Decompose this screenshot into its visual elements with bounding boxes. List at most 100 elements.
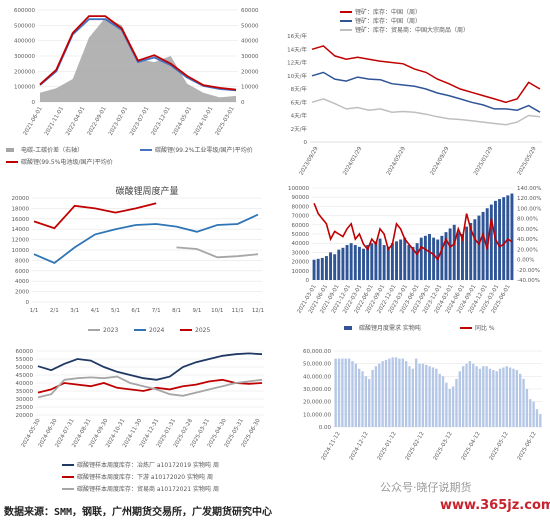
x-tick-label: 8/1 [172, 308, 181, 314]
y-tick-label: 10000 [12, 248, 30, 254]
y-tick-label: 0 [306, 278, 310, 284]
y2-tick-label: 40.00% [517, 237, 538, 243]
y-tick-label: 60000 [292, 223, 310, 229]
y-tick-label: 4000 [15, 279, 29, 285]
y-tick-label: 0.00 [319, 425, 332, 431]
bar-demand [316, 258, 320, 280]
y-tick-label: 60000 [16, 349, 34, 355]
y-tick-label: 45000 [16, 373, 34, 379]
y-tick-label: 300000 [14, 54, 35, 60]
y-tick-label: 0 [304, 140, 308, 146]
bar-demand [510, 193, 514, 280]
bar-demand [345, 245, 349, 280]
y-tick-label: 100000 [288, 186, 309, 192]
bar-demand [395, 241, 398, 280]
y-tick-label: 18000 [12, 206, 30, 212]
bar-demand [337, 249, 341, 280]
bar-inventory [525, 389, 529, 427]
bar-inventory [508, 367, 512, 427]
bar-inventory [425, 364, 428, 427]
y-tick-label: 10000 [292, 269, 310, 275]
bar-demand [329, 252, 333, 280]
legend-label: 碳酸锂(99.2%工业零级/国产)平均价 [155, 146, 253, 154]
x-tick-label: 2023-02-01 [108, 106, 129, 137]
x-tick-label: 2021-06-01 [23, 106, 44, 137]
y2-tick-label: 10000 [241, 85, 259, 91]
y-tick-label: 8000 [15, 258, 29, 264]
x-tick-label: 5/1 [111, 308, 120, 314]
bar-demand [506, 195, 510, 280]
bar-inventory [347, 358, 351, 427]
y2-tick-label: 140.00% [517, 186, 541, 192]
y-tick-label: 12000 [12, 238, 30, 244]
legend-swatch [6, 148, 14, 152]
bar-demand [382, 245, 386, 280]
bar-inventory [519, 373, 522, 427]
x-tick-label: 2024/01/29 [342, 146, 363, 177]
series-line-2 [37, 375, 263, 399]
bar-inventory [522, 378, 525, 427]
bar-demand [370, 243, 374, 280]
bar-inventory [344, 358, 347, 427]
chart-title: 碳酸锂周度产量 [115, 185, 178, 197]
y2-tick-label: 0 [241, 100, 245, 106]
bar-demand [378, 238, 382, 280]
y2-tick-label: 120.00% [517, 196, 541, 202]
y-tick-label: 80000 [292, 204, 310, 210]
bar-demand [448, 228, 452, 280]
bar-inventory [529, 399, 532, 427]
y-tick-label: 600000 [14, 8, 35, 14]
y-tick-label: 20000 [16, 413, 34, 419]
y-tick-label: 30000 [292, 250, 310, 256]
bar-inventory [431, 367, 435, 427]
y2-tick-label: 40000 [241, 39, 259, 45]
x-tick-label: 2024-11-12 [321, 431, 342, 462]
bar-demand [366, 245, 370, 280]
series-line-0 [37, 352, 263, 381]
legend-label: 碳酸锂月度需求 实物吨 [359, 324, 421, 332]
bar-demand [489, 204, 493, 280]
bar-inventory [512, 368, 515, 427]
bar-demand [498, 199, 502, 280]
bar-inventory [401, 358, 404, 427]
x-tick-label: 9/1 [192, 308, 201, 314]
chart-sample-inventory-svg: 20000 25000 30000 35000 40000 45000 50000 55000… [16, 349, 264, 493]
bar-inventory [475, 366, 478, 427]
bar-inventory [458, 371, 461, 427]
bar-inventory [448, 389, 451, 427]
x-tick-label: 2025/01/29 [473, 146, 494, 177]
bar-inventory [374, 366, 378, 427]
series-line-yoy [313, 203, 513, 262]
bar-inventory [388, 358, 391, 427]
legend-label: 碳酸锂样本周度库存：贸易商 a10172021 实物吨 周 [77, 485, 219, 493]
x-tick-label: 2022-09-01 [87, 106, 108, 137]
chart-total-inventory-svg: 0.00 10,000.00 20,000.00 30,000.00 40,000.00… [303, 349, 542, 462]
bar-inventory [341, 358, 344, 427]
y-tick-label: 16000 [12, 217, 30, 223]
bar-inventory [455, 378, 458, 427]
x-tick-label: 12/1 [252, 308, 264, 314]
bar-inventory [368, 378, 371, 427]
bar-inventory [485, 366, 488, 427]
bar-demand [333, 254, 337, 280]
bar-inventory [378, 363, 381, 427]
bar-inventory [461, 366, 465, 427]
bar-demand [423, 235, 427, 280]
bar-demand [444, 232, 448, 280]
bar-inventory [357, 368, 361, 427]
x-tick-label: 2024/09/29 [429, 146, 450, 177]
x-tick-label: 4/1 [91, 308, 100, 314]
y-tick-label: 90000 [292, 195, 310, 201]
series-line-1 [311, 71, 541, 113]
y-tick-label: 100000 [14, 85, 35, 91]
y-tick-label: 25000 [16, 405, 34, 411]
bar-inventory [371, 370, 374, 427]
bar-demand [320, 257, 324, 280]
y-tick-label: 0 [32, 100, 36, 106]
x-tick-label: 2025/05/29 [517, 146, 538, 177]
x-tick-label: 2025-04-12 [461, 431, 482, 462]
bar-demand [386, 246, 390, 280]
y-tick-label: 30,000.00 [303, 387, 331, 393]
x-tick-label: 2025-02-12 [405, 431, 426, 462]
bar-inventory [404, 361, 408, 427]
